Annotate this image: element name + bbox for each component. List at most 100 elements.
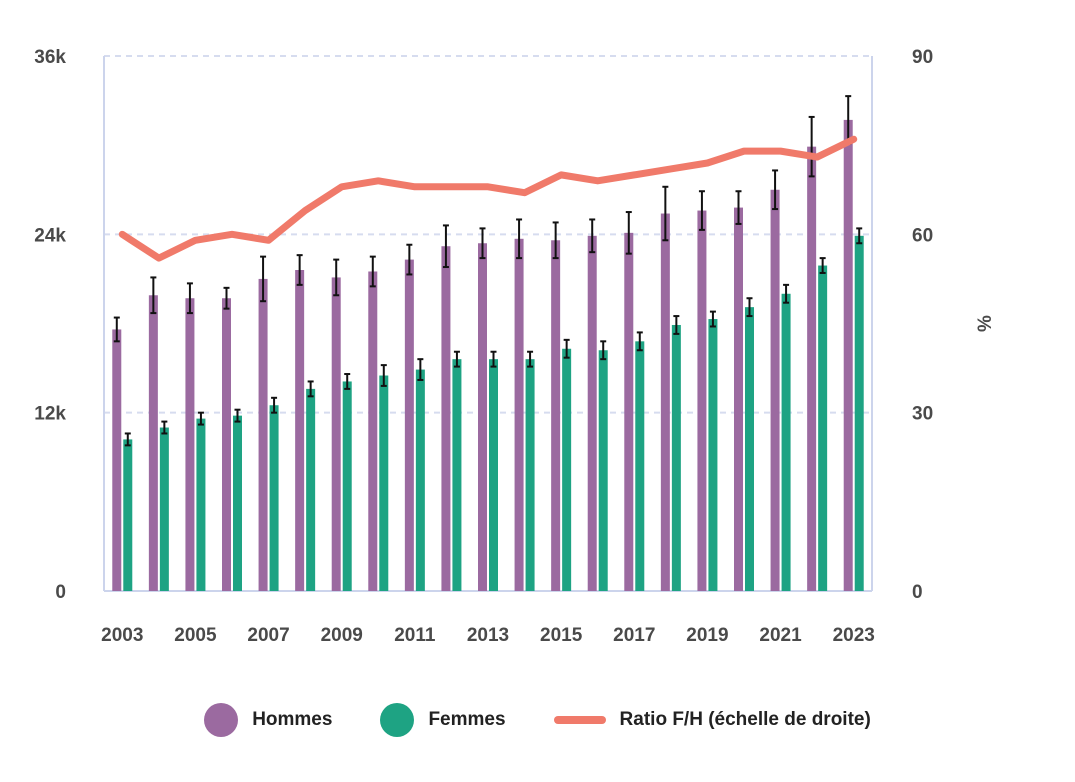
x-tick-label: 2015 [540, 625, 583, 646]
bar-femmes [708, 319, 718, 591]
bar-hommes [514, 238, 524, 591]
legend-label-ratio: Ratio F/H (échelle de droite) [619, 709, 871, 730]
bar-hommes [331, 277, 341, 591]
error-bar [380, 364, 387, 387]
legend: Hommes Femmes Ratio F/H (échelle de droi… [0, 700, 1075, 740]
y-left-tick-label: 24k [34, 225, 66, 246]
legend-label-hommes: Hommes [252, 709, 333, 730]
bar-hommes [295, 270, 305, 591]
bar-femmes [745, 307, 754, 591]
error-bar [186, 282, 193, 315]
bar-femmes [123, 439, 133, 591]
x-tick-label: 2005 [174, 625, 217, 646]
x-tick-label: 2023 [833, 625, 875, 646]
error-bar [124, 432, 131, 447]
bar-hommes [770, 189, 780, 591]
bar-hommes [587, 235, 597, 591]
error-bar [479, 227, 486, 260]
error-bar [271, 396, 278, 414]
y-left-tick-label: 0 [55, 582, 66, 603]
bar-hommes [222, 298, 231, 591]
bar-femmes [781, 293, 791, 591]
error-bar [819, 257, 826, 274]
legend-item-femmes: Femmes [380, 703, 506, 737]
error-bar [662, 185, 669, 242]
bar-hommes [404, 259, 414, 591]
x-tick-label: 2021 [759, 625, 802, 646]
error-bar [442, 224, 449, 269]
error-bar [453, 350, 460, 368]
y-left-tick-label: 36k [34, 47, 66, 68]
y-right-tick-label: 30 [912, 404, 933, 425]
error-bar [307, 380, 314, 398]
x-tick-label: 2007 [247, 625, 289, 646]
error-bar [589, 218, 596, 254]
error-bar [856, 227, 863, 245]
gridlines [104, 55, 872, 414]
tick-labels-layer: 0 12k 24k 36k 0 30 60 90% 2003 2005 2007 2009 2011 20… [34, 47, 996, 646]
bar-femmes [196, 418, 206, 591]
bar-femmes [854, 235, 864, 591]
error-bar [260, 255, 267, 303]
bar-hommes [660, 213, 670, 591]
error-bar [636, 331, 643, 352]
error-bar [600, 340, 607, 361]
bar-femmes [233, 415, 242, 591]
legend-item-hommes: Hommes [204, 703, 332, 737]
bar-hommes [112, 329, 122, 591]
error-bar [552, 221, 559, 260]
bar-femmes [269, 405, 279, 591]
y-right-axis-label: % [975, 315, 996, 332]
error-bar [333, 258, 340, 297]
error-bar [197, 411, 204, 426]
error-bar [808, 115, 815, 178]
error-bar [625, 211, 632, 255]
y-right-tick-label: 60 [912, 225, 933, 246]
legend-label-femmes: Femmes [428, 709, 506, 730]
error-bar [490, 350, 497, 368]
bar-hommes [624, 232, 634, 591]
bar-hommes [478, 243, 487, 591]
y-right-tick-label: 0 [912, 582, 923, 603]
error-bar [772, 169, 779, 211]
bar-femmes [598, 350, 608, 591]
error-bar [369, 255, 376, 288]
y-left-tick-label: 12k [34, 404, 66, 425]
bar-femmes [635, 341, 645, 591]
x-tick-label: 2003 [101, 625, 143, 646]
bar-femmes [342, 381, 352, 591]
bar-femmes [525, 359, 535, 591]
x-tick-label: 2017 [613, 625, 655, 646]
bar-hommes [185, 298, 195, 591]
x-tick-label: 2019 [686, 625, 728, 646]
bar-femmes [671, 324, 681, 591]
error-bar [709, 310, 716, 328]
error-bar [150, 276, 157, 315]
error-bar [563, 338, 570, 359]
error-bar [746, 297, 753, 318]
bars-layer [112, 119, 864, 592]
chart-canvas: 0 12k 24k 36k 0 30 60 90% 2003 2005 2007 2009 2011 20… [34, 47, 996, 646]
bar-hommes [148, 295, 158, 591]
error-bar [527, 350, 534, 368]
legend-item-ratio: Ratio F/H (échelle de droite) [553, 709, 871, 731]
error-bar [417, 358, 424, 381]
x-tick-label: 2011 [394, 625, 436, 646]
error-bars-layer [113, 95, 863, 447]
x-tick-label: 2013 [467, 625, 509, 646]
bar-femmes [818, 265, 828, 591]
bar-femmes [306, 388, 316, 591]
bar-hommes [368, 271, 378, 591]
bar-hommes [807, 146, 817, 591]
error-bar [161, 420, 168, 435]
error-bar [516, 218, 523, 260]
y-right-tick-label: 90 [912, 47, 933, 68]
bar-hommes [843, 119, 853, 592]
bar-femmes [452, 359, 462, 591]
bar-femmes [562, 348, 572, 591]
legend-swatch-hommes [204, 703, 239, 737]
error-bar [113, 316, 120, 343]
error-bar [698, 190, 705, 231]
bar-hommes [697, 210, 707, 592]
error-bar [344, 373, 351, 390]
